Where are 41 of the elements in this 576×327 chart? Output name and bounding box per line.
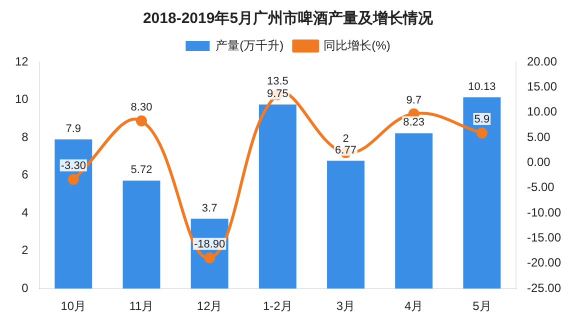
legend-label: 产量(万千升) (216, 38, 284, 52)
y-tick-label: 8 (22, 130, 29, 144)
y2-tick-label: 0.00 (526, 155, 551, 170)
y2-tick-label: -20.00 (526, 256, 562, 270)
data-label: -3.30 (60, 160, 86, 172)
x-tick-label: 12月 (196, 299, 222, 314)
data-label: 5.72 (130, 164, 152, 176)
y-tick-label: 2 (22, 243, 29, 258)
legend-label: 同比增长(%) (324, 38, 390, 52)
y2-tick-label: 5.00 (526, 130, 551, 144)
x-tick-label: 4月 (404, 299, 424, 314)
y2-tick-label: 15.00 (526, 79, 558, 94)
x-tick-label: 3月 (336, 299, 356, 314)
chart-title: 2018-2019年5月广州市啤酒产量及增长情况 (142, 9, 434, 28)
x-tick-label: 10月 (60, 299, 86, 314)
y2-tick-label: -10.00 (526, 205, 562, 220)
y-tick-label: 0 (22, 280, 29, 295)
y2-tick-label: -5.00 (526, 180, 555, 194)
x-tick-label: 1-2月 (262, 299, 292, 314)
y-tick-label: 10 (14, 92, 29, 106)
data-label: 2 (342, 133, 349, 146)
data-label: 10.13 (468, 80, 496, 93)
y-tick-label: 6 (22, 168, 29, 182)
data-label: 9.75 (266, 88, 288, 100)
data-label: 8.23 (403, 116, 425, 129)
data-label: -18.90 (194, 238, 226, 250)
data-label: 3.7 (202, 202, 218, 214)
x-tick-label: 5月 (472, 299, 492, 314)
data-label: 9.7 (406, 94, 422, 106)
y-tick-label: 4 (22, 205, 29, 220)
y2-tick-label: -15.00 (526, 230, 562, 245)
y-tick-label: 12 (14, 54, 29, 68)
data-label: 5.9 (474, 114, 490, 126)
y2-tick-label: 10.00 (526, 104, 558, 119)
data-label: 13.5 (266, 75, 288, 88)
y2-tick-label: -25.00 (526, 280, 562, 295)
data-label: 6.77 (335, 144, 356, 156)
x-tick-label: 11月 (129, 299, 154, 314)
y2-tick-label: 20.00 (526, 54, 558, 68)
data-label: 8.30 (130, 101, 152, 114)
data-label: 7.9 (66, 122, 82, 135)
